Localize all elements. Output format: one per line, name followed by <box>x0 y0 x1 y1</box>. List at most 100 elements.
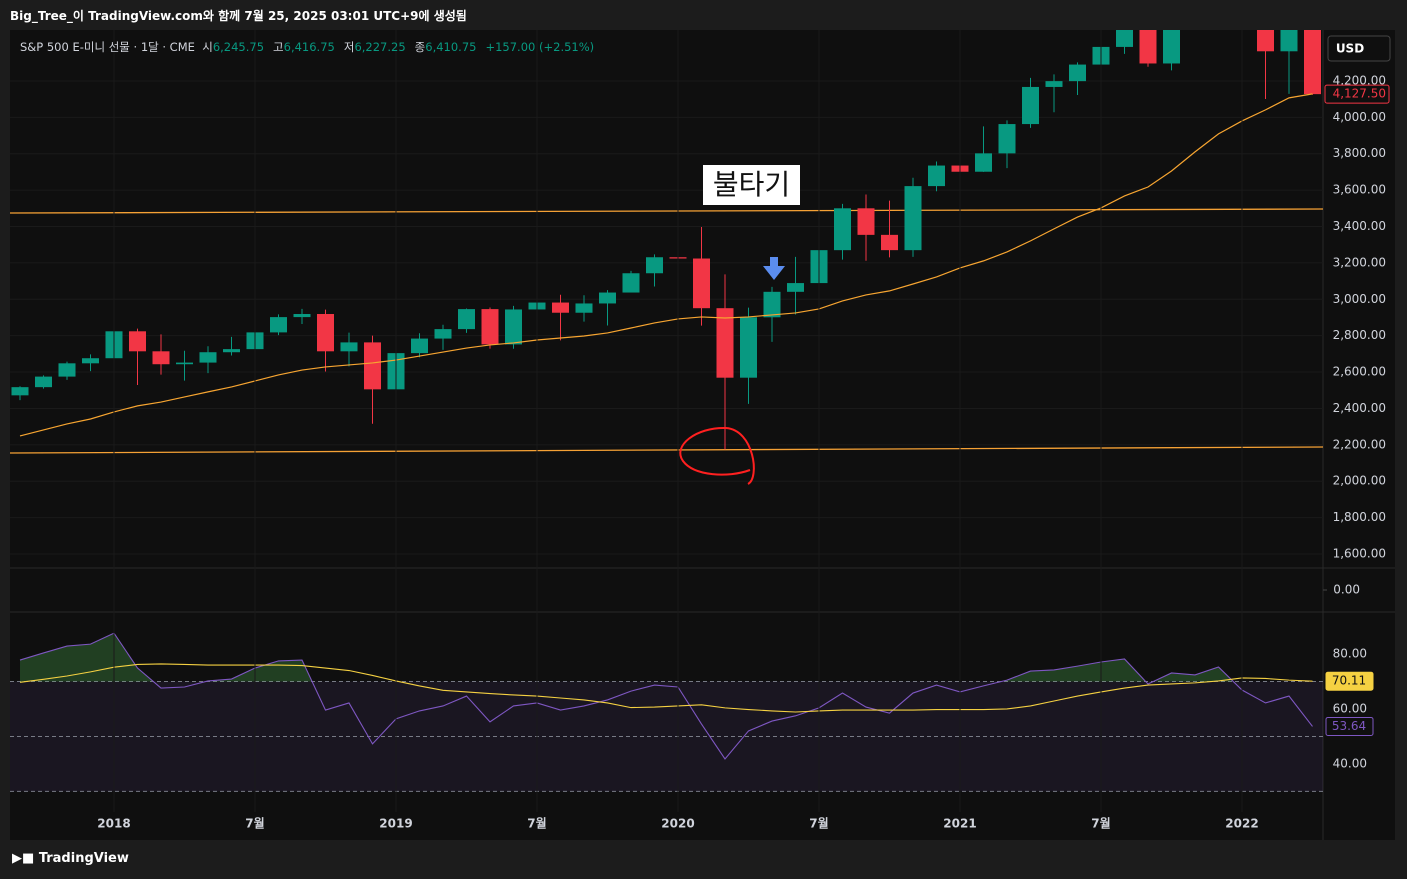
legend-label: 고 <box>273 40 284 54</box>
y-tick-label: 3,800.00 <box>1333 146 1386 160</box>
candle-body <box>270 317 287 333</box>
legend: S&P 500 E-미니 선물 · 1달 · CME 시6,245.75 고6,4… <box>20 39 603 55</box>
candle-body <box>1257 30 1274 52</box>
candle-body <box>11 387 29 396</box>
candle-body <box>58 363 76 377</box>
candle-body <box>1139 30 1157 64</box>
legend-value: 6,410.75 <box>425 40 477 54</box>
candle-body <box>1187 9 1204 15</box>
candle-body <box>35 376 52 388</box>
y-tick-label: 3,600.00 <box>1333 183 1386 197</box>
y-tick-label: 1,600.00 <box>1333 546 1386 560</box>
currency-box[interactable] <box>1327 35 1391 62</box>
legend-value: 6,416.75 <box>283 40 335 54</box>
annotation: 불타기 <box>703 165 800 205</box>
candle-body <box>763 291 781 318</box>
candle-body <box>411 338 428 354</box>
x-tick-label: 7월 <box>1091 816 1110 831</box>
candle-body <box>458 309 475 330</box>
candle-body <box>223 349 240 353</box>
candle-body <box>1304 30 1321 95</box>
brand: TradingView <box>38 851 129 866</box>
x-tick-label: 2018 <box>97 817 130 831</box>
x-tick-label: 2020 <box>661 817 694 831</box>
y-tick-label: 3,400.00 <box>1333 219 1386 233</box>
candle-body <box>1116 30 1133 47</box>
candle-body <box>599 292 616 304</box>
hand-circle <box>679 426 755 485</box>
last-value-label: 53.64 <box>1332 719 1366 733</box>
horizontal-line <box>10 208 1323 214</box>
candle-body <box>834 208 851 251</box>
x-tick-label: 7월 <box>809 816 828 831</box>
candle-body <box>505 309 522 345</box>
x-tick-label: 2019 <box>379 817 412 831</box>
candle-body <box>716 308 734 378</box>
candle-body <box>152 351 170 365</box>
y-tick-label: 3,000.00 <box>1333 292 1386 306</box>
candle-body <box>176 362 193 365</box>
overbought-fill <box>20 633 1313 682</box>
candle-body <box>481 309 499 345</box>
legend-value: 6,227.25 <box>354 40 406 54</box>
candle-body <box>857 208 875 235</box>
currency: USD <box>1336 42 1364 56</box>
last-value-box <box>1325 716 1374 736</box>
candle-body <box>1163 30 1180 64</box>
candle-body <box>622 273 640 293</box>
y-tick-label: 40.00 <box>1333 756 1367 770</box>
y-tick-label: 80.00 <box>1333 647 1367 661</box>
candle-body <box>904 186 922 251</box>
legend-change: +157.00 (+2.51%) <box>485 40 595 54</box>
footer: ▶■ TradingView <box>12 851 129 866</box>
candle-body <box>293 314 311 318</box>
candle-body <box>1280 30 1298 52</box>
candle-body <box>881 234 898 251</box>
x-tick-label: 7월 <box>245 816 264 831</box>
y-tick-label: 2,800.00 <box>1333 328 1386 342</box>
candle-body <box>1210 0 1227 15</box>
candle-body <box>434 329 452 339</box>
x-tick-label: 7월 <box>527 816 546 831</box>
last-price-box <box>1324 84 1390 104</box>
candle-body <box>975 153 992 172</box>
candle-body <box>1045 81 1063 87</box>
candle-body <box>575 303 593 313</box>
moving-average <box>19 93 1313 437</box>
y-tick-label: 3,200.00 <box>1333 255 1386 269</box>
rsi-line <box>19 663 1313 713</box>
candle-body <box>646 257 663 274</box>
candle-body <box>364 342 381 390</box>
y-tick-label: 4,200.00 <box>1333 73 1386 87</box>
candle-body <box>928 165 945 187</box>
y-tick-label: 2,200.00 <box>1333 437 1386 451</box>
candle-body <box>1234 0 1251 26</box>
y-tick-label: 0.00 <box>1333 583 1360 597</box>
horizontal-line <box>10 446 1323 454</box>
candle-body <box>787 283 804 292</box>
candle-body <box>740 317 757 378</box>
candle-body <box>693 258 710 309</box>
candle-body <box>199 352 217 363</box>
symbol-title: S&P 500 E-미니 선물 · 1달 · CME <box>20 40 195 54</box>
y-tick-label: 4,000.00 <box>1333 110 1386 124</box>
candle-body <box>1022 86 1039 125</box>
y-tick-label: 1,800.00 <box>1333 510 1386 524</box>
candle-body <box>317 314 334 352</box>
legend-value: 6,245.75 <box>212 40 265 54</box>
y-tick-label: 2,600.00 <box>1333 365 1386 379</box>
last-value-label: 70.11 <box>1332 674 1366 688</box>
legend-label: 저 <box>343 40 355 54</box>
candle-body <box>82 358 99 364</box>
last-value-box <box>1325 671 1374 691</box>
x-tick-label: 2021 <box>943 817 976 831</box>
candle-body <box>998 124 1016 154</box>
arrow <box>763 257 785 280</box>
legend-label: 종 <box>414 40 426 54</box>
y-tick-label: 2,400.00 <box>1333 401 1386 415</box>
candle-body <box>552 302 569 313</box>
header: Big_Tree_이 TradingView.com와 함께 7월 25, 20… <box>10 9 467 23</box>
legend-label: 시 <box>202 40 213 54</box>
